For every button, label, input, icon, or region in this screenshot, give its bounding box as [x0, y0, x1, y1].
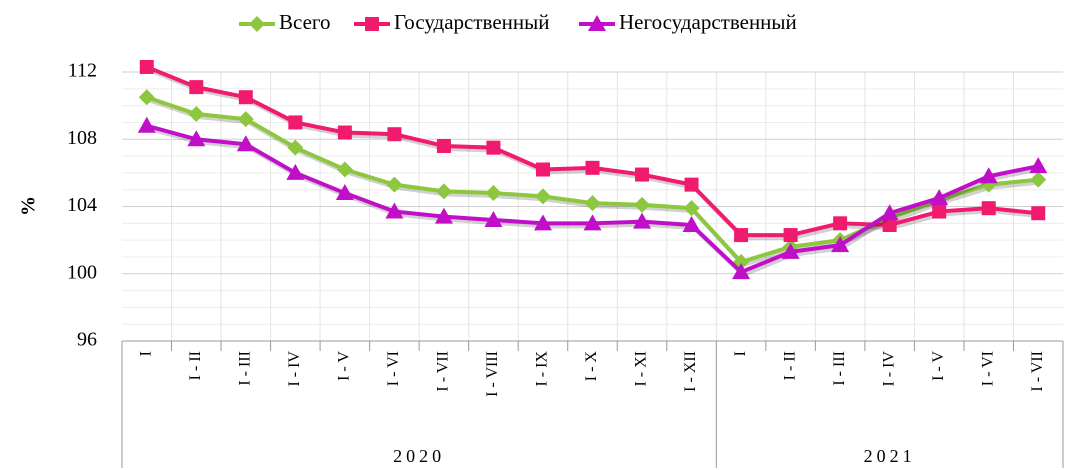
x-tick-label: I - XI [633, 351, 650, 387]
point [781, 242, 800, 259]
legend-label: Государственный [394, 10, 549, 34]
x-tick-label: I - IV [880, 351, 897, 387]
x-tick-label: I - V [930, 351, 947, 381]
point [1029, 157, 1048, 174]
point [336, 161, 353, 178]
point [584, 195, 601, 212]
x-tick-label: I - VI [385, 351, 402, 386]
point [684, 177, 699, 192]
point [486, 140, 501, 155]
point [783, 228, 798, 243]
point [682, 215, 701, 232]
line [146, 95, 1039, 264]
point [583, 214, 602, 231]
x-tick-label: I - II [781, 351, 798, 380]
point [634, 196, 651, 213]
x-tick-label: I - II [187, 351, 204, 380]
x-tick-label: I - III [236, 351, 253, 386]
y-tick-label: 112 [68, 60, 97, 82]
point [188, 106, 205, 123]
legend-marker [365, 17, 379, 31]
point [288, 115, 303, 130]
legend-marker [588, 15, 606, 31]
point [732, 263, 751, 280]
point [932, 204, 947, 219]
point [831, 236, 850, 253]
point [287, 139, 304, 156]
point [734, 228, 749, 243]
y-tick-label: 96 [77, 329, 97, 351]
series [139, 59, 1046, 243]
x-tick-label: I - III [831, 351, 848, 386]
point [435, 183, 452, 200]
legend-label: Негосударственный [619, 10, 797, 34]
point [138, 89, 155, 106]
x-tick-label: I - VII [435, 351, 452, 392]
point [833, 216, 848, 231]
point [238, 90, 253, 105]
point [436, 138, 451, 153]
series [138, 89, 1047, 270]
x-tick-label: I - X [583, 351, 600, 382]
x-tick-label: I [137, 351, 154, 356]
point [385, 202, 404, 219]
point [387, 127, 402, 142]
point [534, 188, 551, 205]
y-tick-label: 100 [67, 261, 97, 283]
legend-label: Всего [279, 10, 331, 34]
point [337, 125, 352, 140]
x-tick-label: I [732, 351, 749, 356]
x-tick-label: I - XII [682, 351, 699, 392]
x-tick-label: I - V [336, 351, 353, 381]
x-tick-label: I - IV [286, 351, 303, 387]
point [1030, 171, 1047, 188]
point [286, 163, 305, 180]
point [484, 210, 503, 227]
point [335, 184, 354, 201]
x-tick-label: I - VII [1029, 351, 1046, 392]
y-axis-label: % [18, 196, 40, 216]
point [533, 214, 552, 231]
point [585, 160, 600, 175]
y-tick-label: 108 [67, 127, 97, 149]
y-tick-label: 104 [67, 194, 97, 216]
point [485, 185, 502, 202]
point [237, 111, 254, 128]
point [236, 135, 255, 152]
x-group-label: 2021 [864, 446, 916, 466]
point [683, 200, 700, 217]
x-tick-label: I - IX [534, 351, 551, 387]
point [633, 212, 652, 229]
point [635, 167, 650, 182]
point [189, 80, 204, 95]
point [1031, 206, 1046, 221]
point [139, 59, 154, 74]
legend-marker [249, 16, 265, 32]
point [882, 217, 897, 232]
x-group-label: 2020 [393, 446, 445, 466]
point [880, 204, 899, 221]
point [981, 201, 996, 216]
point [137, 116, 156, 133]
point [187, 130, 206, 147]
point [434, 207, 453, 224]
series [137, 116, 1048, 280]
point [386, 176, 403, 193]
point [535, 162, 550, 177]
x-tick-label: I - VI [979, 351, 996, 386]
point [979, 167, 998, 184]
point [930, 189, 949, 206]
x-tick-label: I - VIII [484, 351, 501, 397]
